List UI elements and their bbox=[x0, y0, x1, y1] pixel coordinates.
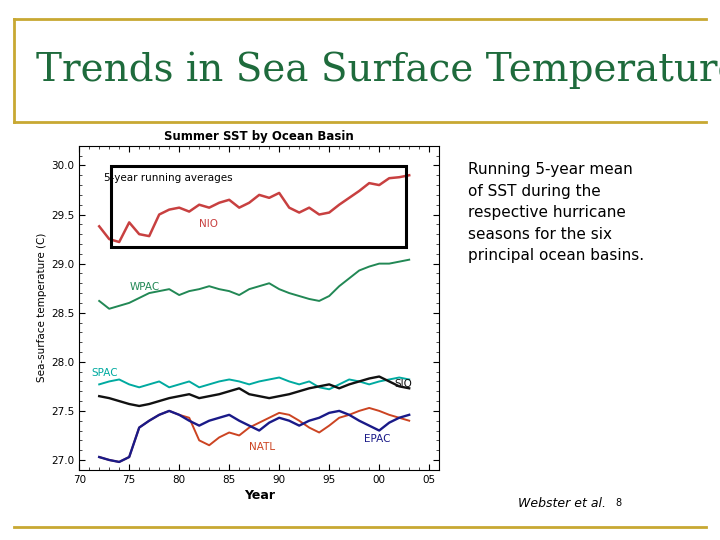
Text: 5-year running averages: 5-year running averages bbox=[104, 173, 233, 183]
Text: NATL: NATL bbox=[249, 442, 275, 452]
Bar bbox=[111, 166, 406, 247]
Text: Running 5-year mean
of SST during the
respective hurricane
seasons for the six
p: Running 5-year mean of SST during the re… bbox=[468, 162, 644, 264]
Title: Summer SST by Ocean Basin: Summer SST by Ocean Basin bbox=[164, 130, 354, 143]
Y-axis label: Sea-surface temperature (C): Sea-surface temperature (C) bbox=[37, 233, 47, 382]
Text: WPAC: WPAC bbox=[129, 282, 159, 292]
Text: Trends in Sea Surface Temperatures: Trends in Sea Surface Temperatures bbox=[36, 51, 720, 89]
Text: SIO: SIO bbox=[395, 379, 412, 389]
Text: Webster et al.: Webster et al. bbox=[518, 497, 606, 510]
Text: NIO: NIO bbox=[199, 219, 218, 230]
X-axis label: Year: Year bbox=[243, 489, 275, 502]
Text: SPAC: SPAC bbox=[91, 368, 118, 377]
Text: EPAC: EPAC bbox=[364, 434, 391, 444]
Text: 8: 8 bbox=[616, 497, 622, 508]
